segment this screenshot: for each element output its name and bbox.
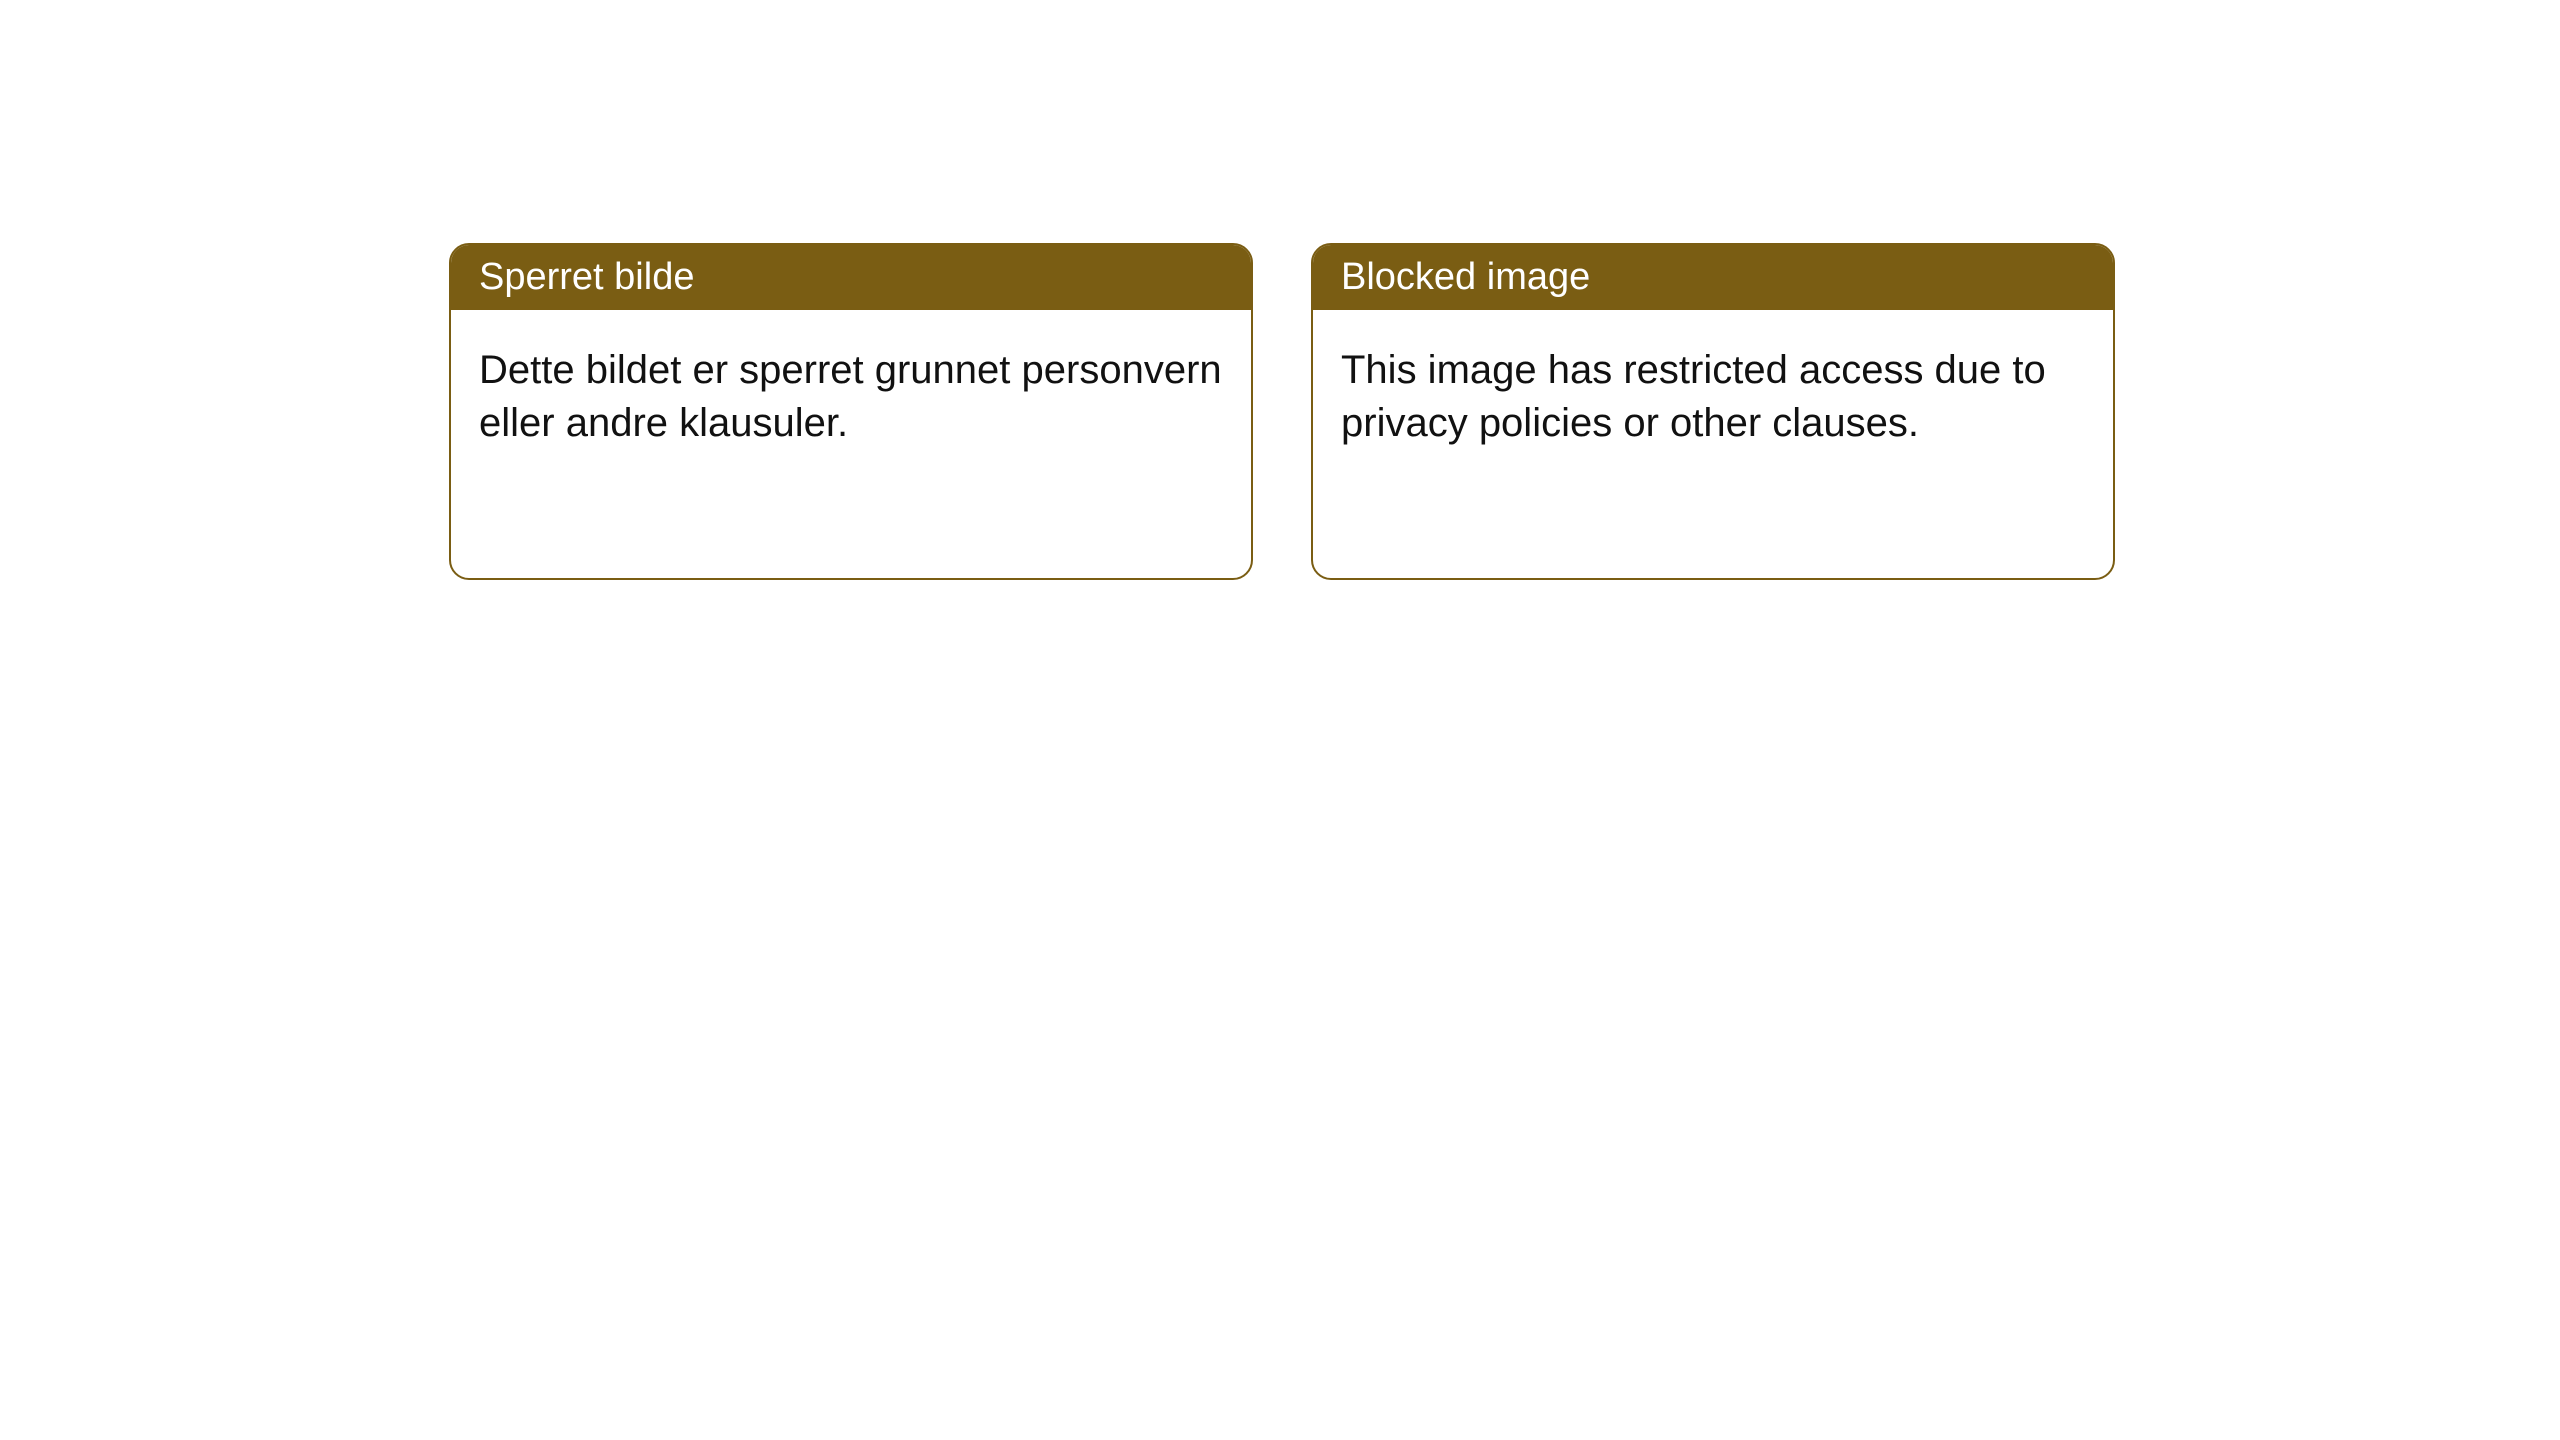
notice-text: This image has restricted access due to … <box>1341 348 2046 445</box>
notice-header: Blocked image <box>1313 245 2113 310</box>
notice-container: Sperret bilde Dette bildet er sperret gr… <box>449 243 2115 580</box>
notice-text: Dette bildet er sperret grunnet personve… <box>479 348 1222 445</box>
notice-title: Sperret bilde <box>479 256 694 298</box>
notice-header: Sperret bilde <box>451 245 1251 310</box>
notice-body: This image has restricted access due to … <box>1313 310 2113 484</box>
notice-body: Dette bildet er sperret grunnet personve… <box>451 310 1251 484</box>
notice-title: Blocked image <box>1341 256 1590 298</box>
notice-card-norwegian: Sperret bilde Dette bildet er sperret gr… <box>449 243 1253 580</box>
notice-card-english: Blocked image This image has restricted … <box>1311 243 2115 580</box>
